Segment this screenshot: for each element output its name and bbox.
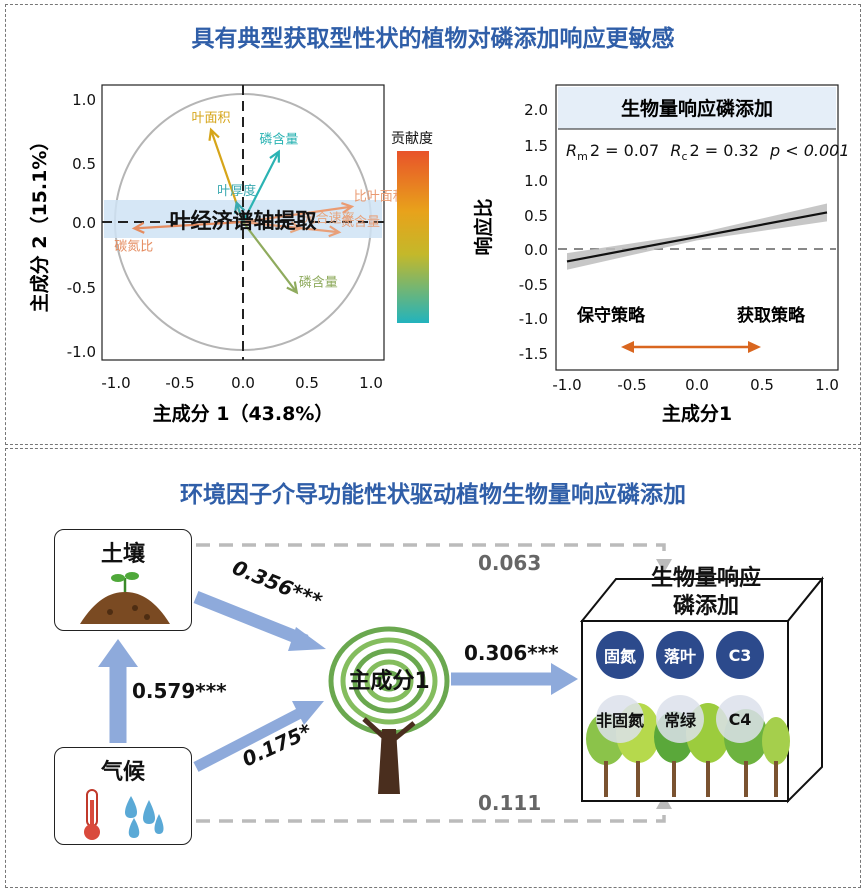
badge-nitrogen-fixing: 固氮 xyxy=(596,631,644,679)
pca-banner-label: 叶经济谱轴提取 xyxy=(170,209,317,233)
pca-vector-label: 光合速率 xyxy=(303,210,355,226)
reg-xtick: -1.0 xyxy=(552,376,581,394)
regression-x-label: 主成分1 xyxy=(662,402,732,425)
climate-box: 气候 xyxy=(54,747,192,845)
contribution-colorbar xyxy=(397,151,429,323)
pca-ytick: 0.0 xyxy=(72,214,96,232)
pca-vector-label: 磷含量 xyxy=(259,132,298,148)
pca-y-ticks: 1.0 0.5 0.0 -0.5 -1.0 xyxy=(67,91,96,361)
right-strategy-label: 获取策略 xyxy=(737,305,806,326)
pca-xtick: 1.0 xyxy=(359,374,383,392)
regression-y-ticks: 2.0 1.5 1.0 0.5 0.0 -0.5 -1.0 -1.5 xyxy=(519,101,548,363)
reg-xtick: 0.0 xyxy=(685,376,709,394)
pca-vector-label: 叶厚度 xyxy=(217,183,256,199)
dashed-path-climate-target xyxy=(196,807,666,823)
coef-climate-target: 0.111 xyxy=(478,791,542,815)
center-label: 主成分1 xyxy=(348,669,430,694)
regression-plot: 生物量响应磷添加 Rm 2 = 0.07 Rc 2 = 0.32 p < 0.001… xyxy=(472,84,850,425)
reg-xtick: 1.0 xyxy=(815,376,839,394)
soil-icon xyxy=(80,572,170,624)
reg-xtick: -0.5 xyxy=(617,376,646,394)
regression-frame xyxy=(555,84,839,371)
pca-vector-head xyxy=(328,225,342,238)
pca-vector-label: 比叶面积 xyxy=(354,190,406,205)
pca-y-label: 主成分 2（15.1%） xyxy=(28,132,51,313)
pca-xtick: 0.5 xyxy=(295,374,319,392)
regression-line xyxy=(566,211,828,263)
regression-header: 生物量响应磷添加 xyxy=(621,97,773,120)
arrow-soil-pc1 xyxy=(193,590,309,648)
reg-ytick: -1.5 xyxy=(519,345,548,363)
thermometer-icon xyxy=(84,789,100,840)
regression-header-bg xyxy=(558,87,836,129)
bottom-panel: 环境因子介导功能性状驱动植物生物量响应磷添加 土壤 气候 xyxy=(5,448,861,888)
legend-title: 贡献度 xyxy=(391,131,433,147)
climate-label: 气候 xyxy=(100,760,145,785)
pca-vector xyxy=(134,220,244,230)
badge-non-nitrogen-fixing: 非固氮 xyxy=(596,695,644,743)
badge-c4: C4 xyxy=(716,695,764,743)
reg-ytick: 1.0 xyxy=(524,172,548,190)
path-diagram-arrows xyxy=(98,543,672,823)
coef-soil-target: 0.063 xyxy=(478,551,542,575)
pca-vector xyxy=(242,221,298,294)
pca-ytick: -1.0 xyxy=(67,343,96,361)
reg-ytick: 2.0 xyxy=(524,101,548,119)
coef-pc1-target: 0.306*** xyxy=(464,641,559,665)
regression-series xyxy=(558,203,836,270)
pca-ytick: 0.5 xyxy=(72,155,96,173)
pca-vector-head xyxy=(208,127,220,141)
pca-ytick: 1.0 xyxy=(72,91,96,109)
pca-vector-label: 叶面积 xyxy=(191,111,230,126)
soil-box: 土壤 xyxy=(54,529,192,631)
regression-x-ticks: -1.0 -0.5 0.0 0.5 1.0 xyxy=(552,376,839,394)
pca-vector-label: 碳氮比 xyxy=(114,239,153,254)
strategy-double-arrow xyxy=(621,341,761,353)
dashed-path-soil-target xyxy=(196,543,666,561)
arrow-climate-pc1 xyxy=(193,706,307,772)
target-label: 生物量响应 磷添加 xyxy=(606,565,806,621)
pca-vector-head xyxy=(131,221,145,234)
target-label-line2: 磷添加 xyxy=(672,594,739,619)
badge-deciduous: 落叶 xyxy=(656,631,704,679)
soil-label: 土壤 xyxy=(100,542,145,567)
target-label-line1: 生物量响应 xyxy=(650,566,761,591)
badge-evergreen: 常绿 xyxy=(656,695,704,743)
reg-ytick: 0.0 xyxy=(524,241,548,259)
reg-xtick: 0.5 xyxy=(750,376,774,394)
regression-y-label: 响应比 xyxy=(472,198,495,255)
reg-ytick: 1.5 xyxy=(524,137,548,155)
pca-vector-head xyxy=(233,200,246,214)
raindrops-icon xyxy=(125,796,164,838)
pca-vector xyxy=(242,205,352,224)
badge-c3: C3 xyxy=(716,631,764,679)
pca-x-ticks: -1.0 -0.5 0.0 0.5 1.0 xyxy=(101,374,383,392)
pca-vector xyxy=(242,151,280,223)
pca-ytick: -0.5 xyxy=(67,279,96,297)
pca-vector-label: 氮含量 xyxy=(341,214,380,230)
top-panel: 具有典型获取型性状的植物对磷添加响应更敏感 叶面积 磷含量 叶厚度 比叶面积 光合速率氮… xyxy=(5,4,861,445)
left-strategy-label: 保守策略 xyxy=(576,305,646,326)
regression-stats: Rm 2 = 0.07 Rc 2 = 0.32 p < 0.001 xyxy=(566,141,850,163)
reg-ytick: -0.5 xyxy=(519,276,548,294)
pca-vector-head xyxy=(286,281,299,295)
top-panel-title: 具有典型获取型性状的植物对磷添加响应更敏感 xyxy=(191,26,675,52)
pca-vector-head xyxy=(269,149,280,163)
pca-x-label: 主成分 1（43.8%） xyxy=(153,402,334,425)
coef-climate-soil: 0.579*** xyxy=(132,679,227,703)
pca-xtick: -1.0 xyxy=(101,374,130,392)
bottom-panel-title: 环境因子介导功能性状驱动植物生物量响应磷添加 xyxy=(180,482,686,508)
pca-xtick: 0.0 xyxy=(231,374,255,392)
pca-vector-head xyxy=(341,202,355,214)
pca-xtick: -0.5 xyxy=(165,374,194,392)
pca-vector-label: 磷含量 xyxy=(299,274,338,290)
reg-ytick: 0.5 xyxy=(524,207,548,225)
pca-vector xyxy=(235,202,245,223)
fingerprint-tree-icon xyxy=(328,626,450,794)
pca-vector xyxy=(242,220,340,234)
reg-ytick: -1.0 xyxy=(519,310,548,328)
